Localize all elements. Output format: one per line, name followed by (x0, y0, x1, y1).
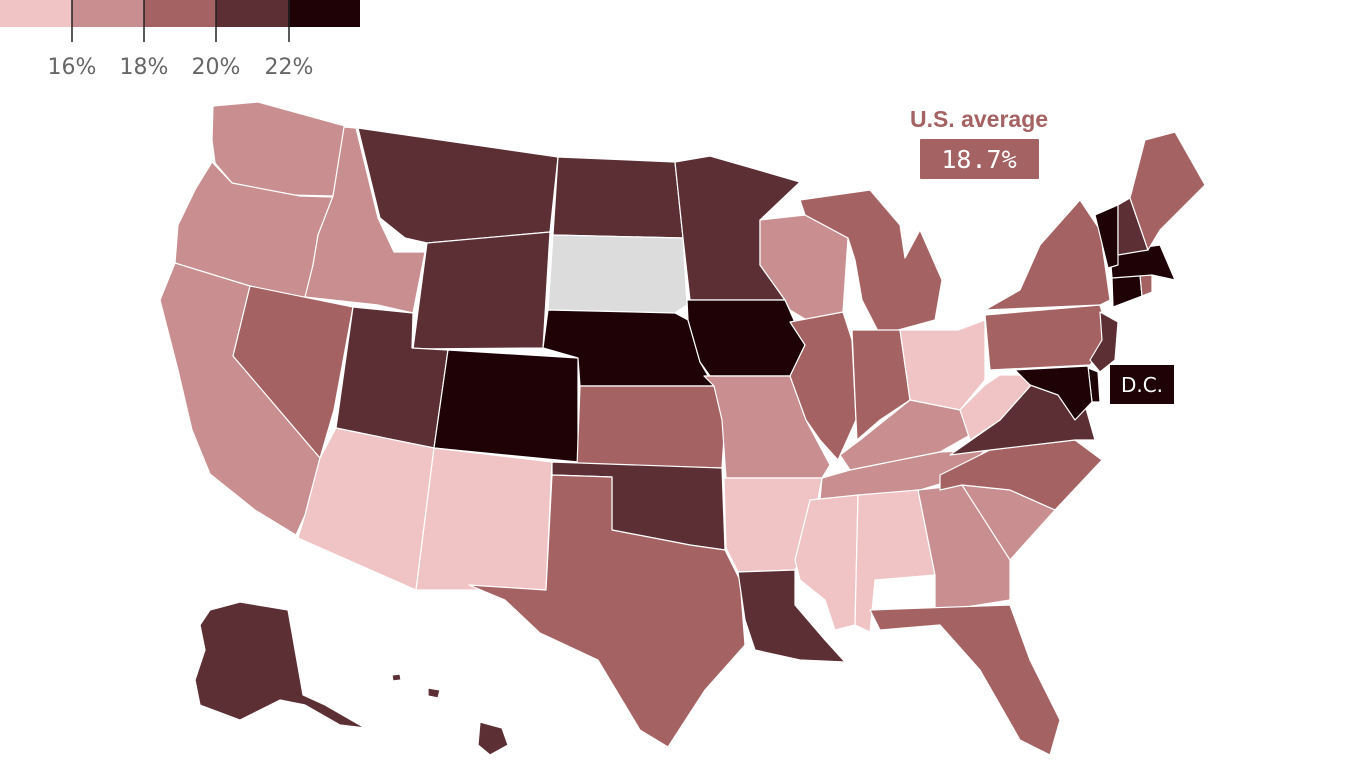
state-KS[interactable] (576, 385, 726, 469)
legend-tick-label-2: 18% (120, 55, 169, 80)
dc-box (1110, 365, 1174, 404)
legend-swatch-4 (216, 0, 288, 27)
state-ND[interactable] (552, 156, 684, 239)
color-legend: 16% 18% 20% 22% (0, 0, 360, 80)
state-RI[interactable] (1139, 274, 1153, 297)
state-IL[interactable] (789, 311, 857, 461)
state-HI[interactable] (391, 673, 509, 756)
state-LA[interactable] (737, 569, 846, 663)
state-MD[interactable] (1014, 365, 1093, 421)
state-OH[interactable] (899, 319, 986, 411)
legend-tick-label-3: 20% (192, 55, 241, 80)
dc-callout: D.C. (1110, 365, 1174, 404)
state-AK[interactable] (194, 601, 366, 729)
state-CO[interactable] (433, 349, 579, 463)
legend-swatch-3 (144, 0, 216, 27)
legend-swatch-5 (288, 0, 360, 27)
state-MI[interactable] (799, 189, 943, 336)
legend-tick-label-4: 22% (265, 55, 314, 80)
state-ID[interactable] (304, 126, 426, 314)
state-VT[interactable] (1094, 204, 1119, 269)
state-TX[interactable] (468, 474, 746, 748)
state-IA[interactable] (686, 299, 806, 377)
state-WY[interactable] (412, 231, 551, 350)
state-ME[interactable] (1129, 131, 1206, 251)
state-CT[interactable] (1111, 274, 1143, 308)
us-average-callout: U.S. average 18.7% (910, 106, 1048, 179)
us-average-title: U.S. average (910, 106, 1048, 132)
us-average-box (920, 139, 1039, 179)
states-layer (159, 101, 1206, 756)
state-NM[interactable] (415, 447, 553, 591)
legend-swatch-1 (0, 0, 72, 27)
state-SD[interactable] (547, 234, 688, 314)
state-NV[interactable] (232, 285, 354, 459)
state-MT[interactable] (357, 127, 559, 244)
us-average-value: 18.7% (941, 145, 1016, 174)
state-NJ[interactable] (1089, 311, 1119, 373)
legend-tick-label-1: 16% (48, 55, 97, 80)
legend-swatch-2 (72, 0, 144, 27)
dc-label: D.C. (1121, 373, 1163, 397)
state-NY[interactable] (984, 199, 1111, 311)
state-FL[interactable] (869, 604, 1061, 756)
state-WA[interactable] (211, 101, 346, 197)
